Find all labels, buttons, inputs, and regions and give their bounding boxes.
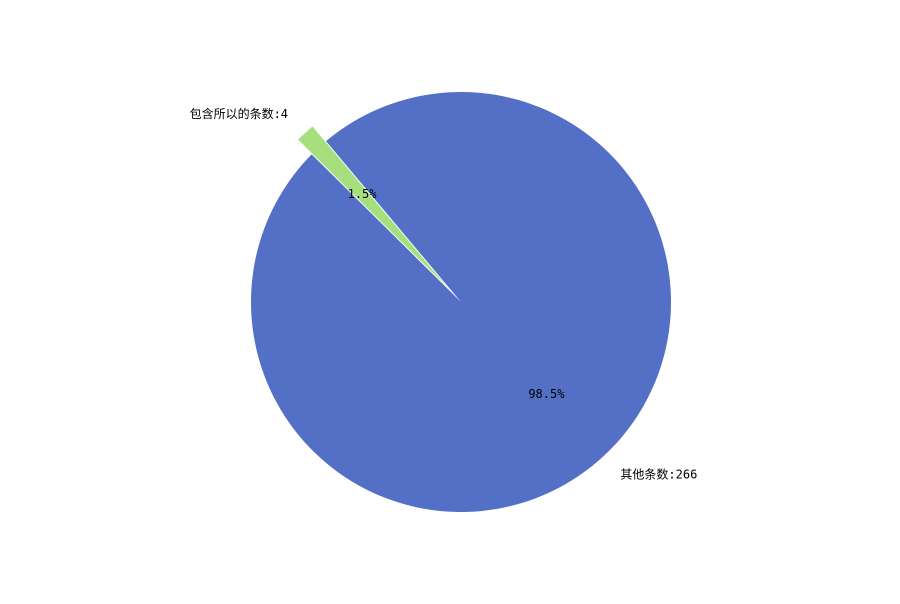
slice-category-label-0: 包含所以的条数:4 (190, 106, 288, 121)
labels-layer: 1.5% 包含所以的条数:4 98.5% 其他条数:266 (190, 106, 698, 482)
slice-percent-label-1: 98.5% (528, 387, 565, 401)
slice-percent-label-0: 1.5% (348, 187, 378, 201)
slices-layer (251, 91, 672, 512)
pie-slice-0 (298, 126, 448, 288)
pie-slice-1 (251, 91, 672, 512)
slice-category-label-1: 其他条数:266 (620, 466, 697, 481)
